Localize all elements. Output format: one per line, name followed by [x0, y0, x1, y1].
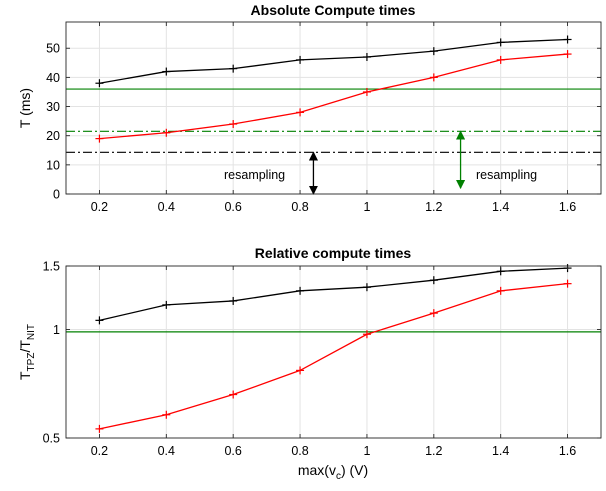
x-tick-label: 1: [363, 444, 370, 458]
series-line: [99, 283, 568, 430]
data-point-marker: [563, 50, 572, 59]
x-tick-label: 1.4: [492, 200, 509, 214]
data-point-marker: [95, 134, 104, 143]
data-point-marker: [429, 73, 438, 82]
plot-frame: [65, 265, 602, 439]
data-point-marker: [362, 283, 371, 292]
data-point-marker: [95, 79, 104, 88]
data-point-marker: [229, 296, 238, 305]
y-tick-label: 40: [46, 71, 60, 85]
data-point-marker: [296, 55, 305, 64]
y-axis-label: TTPZ/TNIT: [17, 324, 37, 380]
data-point-marker: [162, 128, 171, 137]
x-tick-label: 0.8: [291, 444, 308, 458]
x-tick-label: 1: [363, 200, 370, 214]
x-tick-label: 0.2: [91, 200, 108, 214]
data-point-marker: [162, 300, 171, 309]
y-tick-label: 50: [46, 42, 60, 56]
y-tick-label: 1: [53, 323, 60, 337]
x-axis-label-tail: ) (V): [341, 462, 368, 478]
y-tick-label: 30: [46, 100, 60, 114]
x-tick-label: 0.6: [224, 444, 241, 458]
data-point-marker: [563, 35, 572, 44]
x-tick-label: 1.2: [425, 444, 442, 458]
y-tick-label: 10: [46, 158, 60, 172]
data-point-marker: [229, 120, 238, 129]
data-point-marker: [229, 64, 238, 73]
data-point-marker: [296, 366, 305, 375]
series-line: [99, 53, 568, 140]
data-point-marker: [563, 279, 572, 288]
x-tick-label: 1.6: [559, 200, 576, 214]
y-tick-label: 1.5: [43, 260, 60, 274]
y-axis-label-sub2: NIT: [26, 324, 37, 340]
y-axis-label-main: T: [17, 371, 33, 380]
data-point-marker: [162, 67, 171, 76]
x-tick-label: 0.8: [291, 200, 308, 214]
chart-title: Relative compute times: [255, 245, 412, 261]
y-axis-label-mid: /T: [17, 340, 33, 353]
data-point-marker: [362, 87, 371, 96]
data-point-marker: [362, 52, 371, 61]
data-point-marker: [496, 38, 505, 47]
data-point-marker: [95, 316, 104, 325]
data-point-marker: [496, 55, 505, 64]
y-axis-label-sub1: TPZ: [26, 353, 37, 372]
series-line: [99, 38, 568, 84]
chart-title: Absolute Compute times: [251, 2, 416, 18]
data-point-marker: [296, 108, 305, 117]
x-axis-label-main: max(v: [298, 462, 336, 478]
x-axis-label: max(vc) (V): [298, 462, 368, 482]
x-tick-label: 1.6: [559, 444, 576, 458]
y-tick-label: 20: [46, 129, 60, 143]
series-line: [99, 267, 568, 321]
data-point-marker: [429, 47, 438, 56]
data-point-marker: [95, 424, 104, 433]
data-point-marker: [496, 286, 505, 295]
data-point-marker: [296, 286, 305, 295]
x-tick-label: 0.2: [91, 444, 108, 458]
y-tick-label: 0: [53, 188, 60, 202]
resampling-label-black: resampling: [224, 168, 285, 182]
x-tick-label: 0.6: [224, 200, 241, 214]
data-point-marker: [429, 309, 438, 318]
y-tick-label: 0.5: [43, 432, 60, 446]
plot-frame: [65, 21, 602, 195]
data-point-marker: [362, 330, 371, 339]
data-point-marker: [162, 410, 171, 419]
absolute-compute-times-chart: Absolute Compute times resampling resamp…: [17, 2, 602, 214]
x-axis-label-sub: c: [336, 471, 341, 482]
resampling-label-green: resampling: [476, 168, 537, 182]
x-tick-label: 1.4: [492, 444, 509, 458]
x-tick-label: 0.4: [158, 200, 175, 214]
relative-compute-times-chart: Relative compute times 0.2 0.4 0.6 0.8 1 1.2 1…: [17, 245, 602, 482]
data-point-marker: [229, 390, 238, 399]
data-point-marker: [429, 276, 438, 285]
x-tick-label: 1.2: [425, 200, 442, 214]
y-axis-label: T (ms): [17, 88, 33, 128]
x-tick-label: 0.4: [158, 444, 175, 458]
